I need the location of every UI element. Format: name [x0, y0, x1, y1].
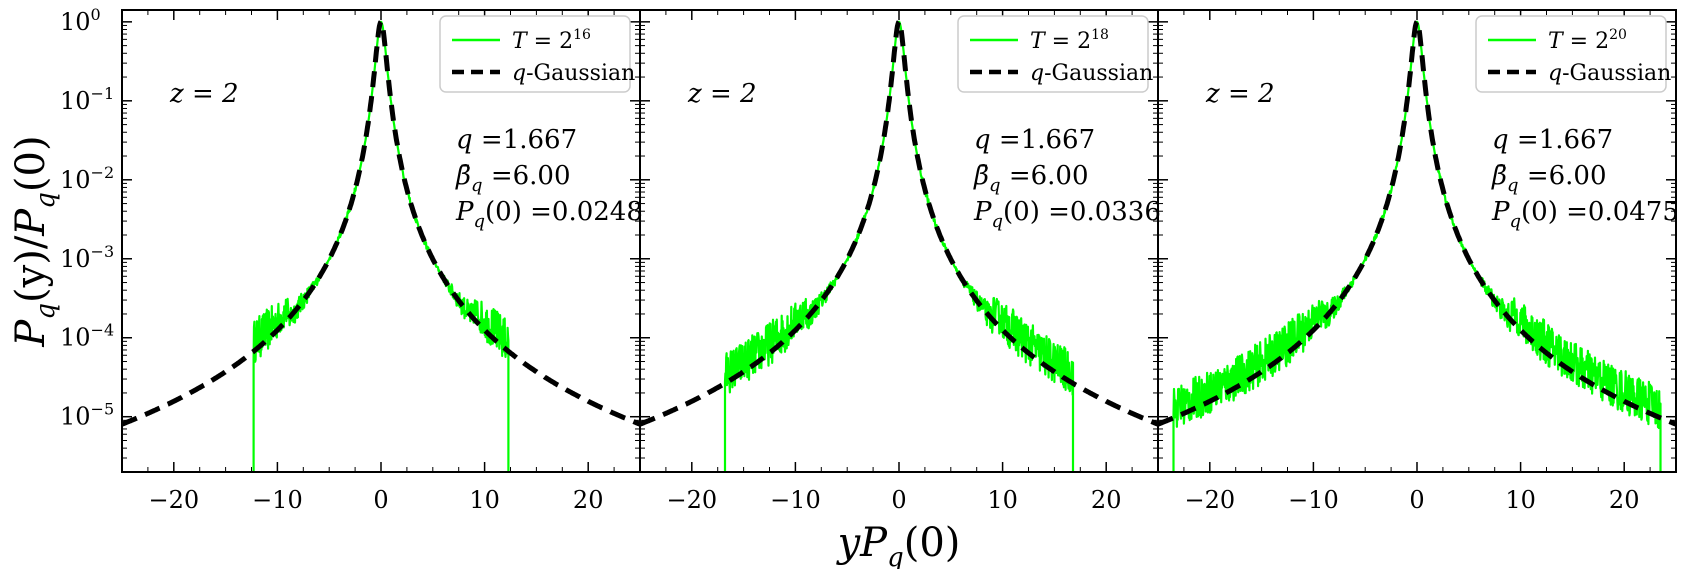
- annot-p0: Pq(0) =0.0336: [973, 197, 1161, 232]
- x-tick-label: 0: [373, 486, 388, 514]
- y-axis-title: Pq(y)/Pq(0): [8, 135, 61, 347]
- legend-box: [957, 15, 1149, 93]
- x-tick-label: 10: [469, 486, 500, 514]
- legend-qgauss-label: q-Gaussian: [1548, 61, 1671, 86]
- panel-1: −20 −10 0 10 20 T = 216 q-Gaussian z = 2 q =1.66…: [121, 9, 643, 514]
- annot-q: q =1.667: [1492, 125, 1613, 155]
- series-data-line: [252, 20, 510, 472]
- y-tick-label: 10−2: [60, 163, 114, 194]
- x-axis-title: yPq(0): [836, 520, 961, 569]
- legend-box: [439, 15, 631, 93]
- x-tick-label: 0: [1409, 486, 1424, 514]
- x-tick-label: −20: [1184, 486, 1235, 514]
- y-tick-label: 10−1: [60, 84, 114, 115]
- y-tick-label: 10−4: [60, 321, 114, 352]
- x-tick-label: 20: [1609, 486, 1640, 514]
- annot-beta: β̄q =6.00: [973, 161, 1089, 196]
- annot-q: q =1.667: [974, 125, 1095, 155]
- y-tick-label: 10−3: [60, 242, 114, 273]
- series-data-line: [723, 20, 1075, 472]
- legend-qgauss-label: q-Gaussian: [1030, 61, 1153, 86]
- annot-z: z = 2: [169, 79, 239, 109]
- annot-beta: β̄q =6.00: [455, 161, 571, 196]
- panel-frame: [1157, 9, 1677, 473]
- x-tick-label: 0: [891, 486, 906, 514]
- x-tick-label: −10: [770, 486, 821, 514]
- annot-p0: Pq(0) =0.0475: [1491, 197, 1679, 232]
- x-tick-label: 10: [987, 486, 1018, 514]
- legend-data-label: T = 218: [1030, 27, 1109, 54]
- legend-data-label: T = 220: [1548, 27, 1627, 54]
- annot-q: q =1.667: [456, 125, 577, 155]
- series-qgaussian-line: [640, 17, 1158, 427]
- y-tick-label: 10−5: [60, 400, 114, 431]
- panel-3: −20 −10 0 10 20 T = 220 q-Gaussian z = 2 q =1.66…: [1157, 9, 1679, 514]
- series-qgaussian-line: [122, 17, 640, 427]
- x-tick-label: 20: [1091, 486, 1122, 514]
- legend-box: [1475, 15, 1667, 93]
- series-qgaussian-line: [1158, 17, 1676, 427]
- annot-z: z = 2: [1205, 79, 1275, 109]
- annot-z: z = 2: [687, 79, 757, 109]
- x-tick-label: −20: [148, 486, 199, 514]
- panel-2: −20 −10 0 10 20 T = 218 q-Gaussian z = 2 q =1.66…: [639, 9, 1161, 514]
- x-tick-label: 10: [1505, 486, 1536, 514]
- x-tick-label: 20: [573, 486, 604, 514]
- y-tick-label: 100: [60, 5, 101, 36]
- annot-p0: Pq(0) =0.0248: [455, 197, 643, 232]
- x-tick-label: −20: [666, 486, 717, 514]
- legend-data-label: T = 216: [512, 27, 591, 54]
- legend-qgauss-label: q-Gaussian: [512, 61, 635, 86]
- x-tick-label: −10: [252, 486, 303, 514]
- annot-beta: β̄q =6.00: [1491, 161, 1607, 196]
- x-tick-label: −10: [1288, 486, 1339, 514]
